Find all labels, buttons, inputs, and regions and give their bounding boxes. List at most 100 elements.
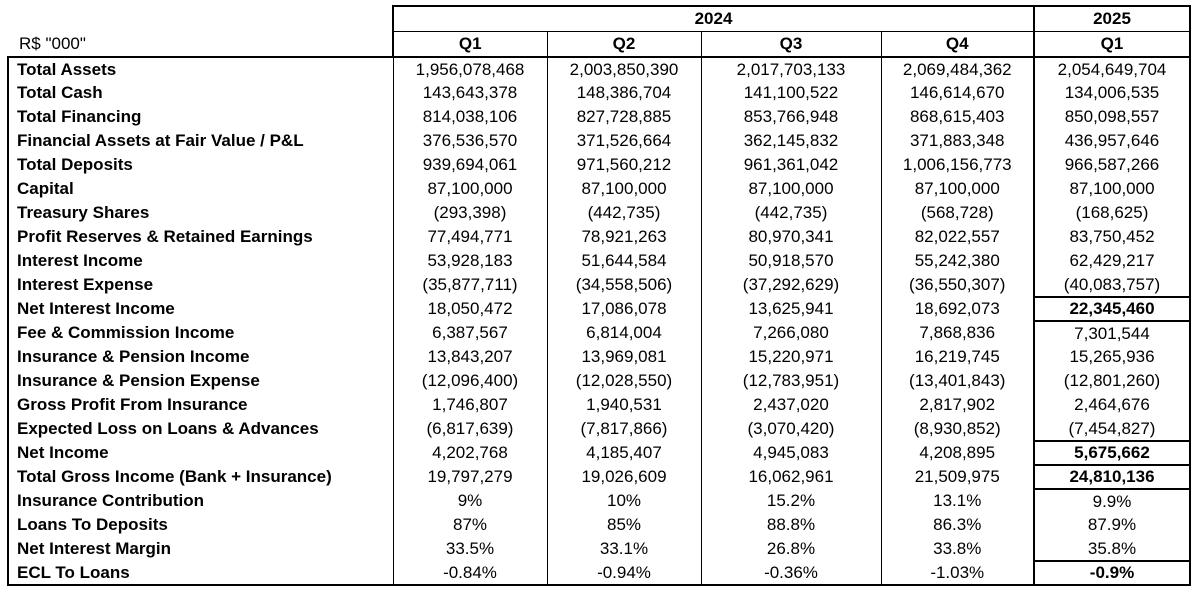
cell-2024-q4: (13,401,843) (880, 369, 1035, 393)
table-row: Insurance Contribution 9% 10% 15.2% 13.1… (7, 489, 1191, 513)
table-row: Insurance & Pension Income 13,843,207 13… (7, 345, 1191, 369)
cell-2024-q3: 4,945,083 (700, 441, 882, 465)
cell-2024-q1: 6,387,567 (392, 321, 548, 345)
cell-2024-q3: 87,100,000 (700, 177, 882, 201)
row-label: Financial Assets at Fair Value / P&L (7, 129, 394, 153)
cell-2024-q2: 371,526,664 (546, 129, 702, 153)
row-label: Net Income (7, 441, 394, 465)
cell-2025-q1: 7,301,544 (1033, 321, 1191, 345)
row-label: Total Assets (7, 57, 394, 81)
cell-2024-q1: 33.5% (392, 537, 548, 561)
cell-2024-q1: 18,050,472 (392, 297, 548, 321)
row-label: Treasury Shares (7, 201, 394, 225)
table-row: Fee & Commission Income 6,387,567 6,814,… (7, 321, 1191, 345)
cell-2024-q3: 7,266,080 (700, 321, 882, 345)
cell-2024-q4: (36,550,307) (880, 273, 1035, 297)
table-row: Interest Expense (35,877,711) (34,558,50… (7, 273, 1191, 297)
cell-2024-q1: 77,494,771 (392, 225, 548, 249)
cell-2024-q2: 78,921,263 (546, 225, 702, 249)
cell-2024-q4: (8,930,852) (880, 417, 1035, 441)
cell-2024-q2: 17,086,078 (546, 297, 702, 321)
cell-2025-q1: 966,587,266 (1033, 153, 1191, 177)
cell-2024-q1: 87,100,000 (392, 177, 548, 201)
header-spacer (8, 6, 393, 31)
row-label: Profit Reserves & Retained Earnings (7, 225, 394, 249)
financial-table: 2024 2025 R$ "000" Q1 Q2 Q3 Q4 Q1 Total … (7, 5, 1191, 586)
row-label: Insurance & Pension Expense (7, 369, 394, 393)
row-label: Total Financing (7, 105, 394, 129)
table-row: Net Interest Margin 33.5% 33.1% 26.8% 33… (7, 537, 1191, 561)
cell-2024-q2: 19,026,609 (546, 465, 702, 489)
quarter-header-row: R$ "000" Q1 Q2 Q3 Q4 Q1 (8, 30, 1191, 58)
cell-2024-q3: 16,062,961 (700, 465, 882, 489)
cell-2024-q2: (442,735) (546, 201, 702, 225)
cell-2025-q1: 9.9% (1033, 489, 1191, 513)
cell-2025-q1: 24,810,136 (1033, 464, 1191, 490)
table-row: Financial Assets at Fair Value / P&L 376… (7, 129, 1191, 153)
cell-2024-q2: 971,560,212 (546, 153, 702, 177)
cell-2024-q2: 51,644,584 (546, 249, 702, 273)
quarter-header-2024-q3: Q3 (700, 30, 882, 58)
cell-2024-q3: 961,361,042 (700, 153, 882, 177)
cell-2024-q1: 9% (392, 489, 548, 513)
cell-2024-q4: 82,022,557 (880, 225, 1035, 249)
cell-2025-q1: 436,957,646 (1033, 129, 1191, 153)
cell-2024-q4: (568,728) (880, 201, 1035, 225)
cell-2024-q2: 87,100,000 (546, 177, 702, 201)
cell-2025-q1: 87.9% (1033, 513, 1191, 537)
cell-2024-q1: 87% (392, 513, 548, 537)
cell-2024-q1: 19,797,279 (392, 465, 548, 489)
table-row: Total Gross Income (Bank + Insurance) 19… (7, 464, 1191, 490)
quarter-header-2024-q1: Q1 (392, 30, 548, 58)
cell-2024-q1: (293,398) (392, 201, 548, 225)
cell-2024-q3: 2,437,020 (700, 393, 882, 417)
cell-2024-q4: 33.8% (880, 537, 1035, 561)
row-label: Interest Income (7, 249, 394, 273)
table-row: Gross Profit From Insurance 1,746,807 1,… (7, 393, 1191, 417)
cell-2025-q1: (12,801,260) (1033, 369, 1191, 393)
row-label: Net Interest Margin (7, 537, 394, 561)
table-row: Total Financing 814,038,106 827,728,885 … (7, 105, 1191, 129)
cell-2024-q1: (35,877,711) (392, 273, 548, 297)
cell-2024-q3: 13,625,941 (700, 297, 882, 321)
cell-2024-q1: -0.84% (392, 561, 548, 586)
table-row: Total Deposits 939,694,061 971,560,212 9… (7, 153, 1191, 177)
cell-2024-q4: 86.3% (880, 513, 1035, 537)
table-row: Total Cash 143,643,378 148,386,704 141,1… (7, 81, 1191, 105)
cell-2025-q1: 850,098,557 (1033, 105, 1191, 129)
table-row: Treasury Shares (293,398) (442,735) (442… (7, 201, 1191, 225)
row-label: Insurance & Pension Income (7, 345, 394, 369)
cell-2024-q1: 1,746,807 (392, 393, 548, 417)
cell-2024-q3: 2,017,703,133 (700, 57, 882, 81)
year-header-row: 2024 2025 (8, 5, 1191, 32)
cell-2024-q3: (3,070,420) (700, 417, 882, 441)
row-label: Loans To Deposits (7, 513, 394, 537)
table-row: Insurance & Pension Expense (12,096,400)… (7, 369, 1191, 393)
cell-2025-q1: (168,625) (1033, 201, 1191, 225)
table-row: Capital 87,100,000 87,100,000 87,100,000… (7, 177, 1191, 201)
table-row: ECL To Loans -0.84% -0.94% -0.36% -1.03%… (7, 560, 1191, 586)
cell-2025-q1: (7,454,827) (1033, 417, 1191, 441)
cell-2024-q2: (34,558,506) (546, 273, 702, 297)
cell-2024-q3: (442,735) (700, 201, 882, 225)
cell-2024-q4: 146,614,670 (880, 81, 1035, 105)
quarter-header-2024-q4: Q4 (880, 30, 1035, 58)
row-label: Expected Loss on Loans & Advances (7, 417, 394, 441)
unit-label: R$ "000" (8, 31, 393, 58)
cell-2024-q4: 7,868,836 (880, 321, 1035, 345)
row-label: ECL To Loans (7, 561, 394, 586)
cell-2024-q2: -0.94% (546, 561, 702, 586)
cell-2024-q2: 10% (546, 489, 702, 513)
table-row: Net Income 4,202,768 4,185,407 4,945,083… (7, 440, 1191, 466)
cell-2025-q1: 35.8% (1033, 537, 1191, 561)
cell-2024-q2: 2,003,850,390 (546, 57, 702, 81)
cell-2024-q1: 143,643,378 (392, 81, 548, 105)
cell-2024-q3: (37,292,629) (700, 273, 882, 297)
cell-2024-q2: (12,028,550) (546, 369, 702, 393)
table-row: Expected Loss on Loans & Advances (6,817… (7, 417, 1191, 441)
cell-2025-q1: 134,006,535 (1033, 81, 1191, 105)
cell-2024-q3: -0.36% (700, 561, 882, 586)
row-label: Interest Expense (7, 273, 394, 297)
cell-2025-q1: -0.9% (1033, 560, 1191, 586)
